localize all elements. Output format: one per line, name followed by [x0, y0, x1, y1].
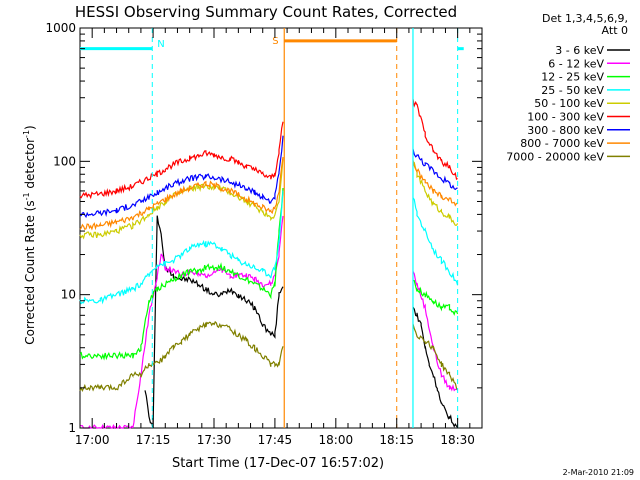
legend-label-5: 50 - 100 keV — [534, 97, 604, 110]
x-tick-label-2: 17:15 — [136, 433, 171, 447]
x-tick-label-5: 18:00 — [319, 433, 354, 447]
x-tick-label-3: 17:30 — [197, 433, 232, 447]
attenuator-label: N — [157, 39, 164, 50]
saa-label: S — [272, 36, 278, 47]
legend-label-1: 3 - 6 keV — [555, 44, 604, 57]
series-line-2 — [412, 271, 458, 392]
y-axis-label: Corrected Count Rate (s-1 detector-1) — [22, 125, 37, 344]
series-line-6 — [412, 98, 458, 181]
series-line-4 — [412, 197, 459, 286]
legend-label-3: 12 - 25 keV — [541, 71, 604, 84]
legend-label-7: 300 - 800 keV — [527, 124, 604, 137]
legend-label-6: 100 - 300 keV — [527, 111, 604, 124]
legend-header-1: Det 1,3,4,5,6,9, — [542, 12, 628, 25]
plot-area: N S 1 10 100 1000 17:00 17:15 17:30 17:45 18:00 18:… — [45, 21, 483, 447]
y-tick-label-3: 100 — [53, 154, 76, 168]
y-tick-label-2: 10 — [61, 288, 76, 302]
series-line-9 — [79, 320, 284, 392]
series-line-1 — [412, 306, 459, 428]
x-tick-label-6: 18:15 — [379, 433, 414, 447]
footer-date: 2-Mar-2010 21:09 — [563, 468, 634, 477]
series-line-3 — [412, 279, 459, 316]
svg-text:Corrected Count Rate (s-1 dete: Corrected Count Rate (s-1 detector-1) — [22, 125, 37, 344]
x-tick-label-4: 17:45 — [258, 433, 293, 447]
y-tick-label-1: 1 — [68, 421, 76, 435]
legend-label-9: 7000 - 20000 keV — [506, 150, 604, 163]
series-line-4 — [79, 190, 284, 305]
x-tick-label-1: 17:00 — [75, 433, 110, 447]
legend-label-4: 25 - 50 keV — [541, 84, 604, 97]
series-line-8 — [412, 160, 458, 207]
series-line-2 — [79, 215, 284, 429]
plot-frame — [79, 27, 483, 429]
series-line-5 — [412, 161, 459, 226]
series-line-3 — [79, 187, 284, 361]
series-line-6 — [79, 121, 284, 200]
x-tick-label-7: 18:30 — [440, 433, 475, 447]
y-tick-label-4: 1000 — [45, 21, 76, 35]
chart-title: HESSI Observing Summary Count Rates, Cor… — [75, 3, 457, 21]
legend-label-8: 800 - 7000 keV — [520, 137, 604, 150]
legend-header-2: Att 0 — [602, 24, 628, 37]
legend-label-2: 6 - 12 keV — [548, 57, 604, 70]
series-line-9 — [412, 323, 459, 391]
series-line-7 — [412, 148, 458, 191]
series-line-7 — [79, 135, 284, 219]
x-axis-label: Start Time (17-Dec-07 16:57:02) — [172, 456, 384, 471]
series-line-8 — [79, 156, 284, 231]
series-line-1 — [144, 215, 284, 429]
